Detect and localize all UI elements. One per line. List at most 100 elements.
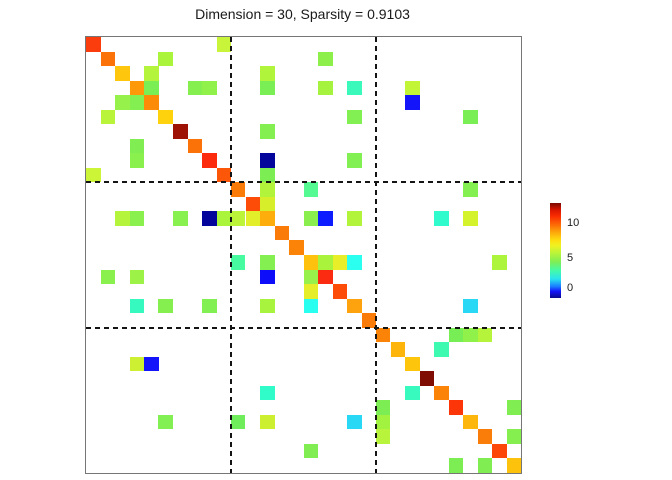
matrix-cell (158, 109, 173, 125)
matrix-cell (260, 255, 275, 270)
matrix-cell (448, 327, 463, 343)
matrix-cell (129, 153, 144, 168)
matrix-cell (347, 109, 362, 125)
matrix-cell (216, 211, 231, 226)
matrix-cell (187, 138, 202, 154)
matrix-cell (129, 356, 144, 372)
matrix-cell (129, 211, 144, 226)
matrix-cell (347, 255, 362, 270)
matrix-cell (274, 225, 289, 241)
matrix-cell (318, 80, 333, 96)
matrix-cell (463, 211, 478, 226)
matrix-cell (332, 284, 347, 299)
matrix-cell (375, 429, 391, 444)
matrix-cell (260, 167, 275, 183)
block-divider-vertical-10 (229, 37, 232, 473)
matrix-cell (434, 211, 449, 226)
matrix-cell (318, 211, 333, 226)
matrix-cell (463, 109, 478, 125)
matrix-cell (405, 356, 420, 372)
matrix-cell (347, 211, 362, 226)
matrix-cell (144, 356, 159, 372)
matrix-cell (347, 298, 362, 314)
block-divider-vertical-20 (374, 37, 377, 473)
matrix-cell (375, 327, 391, 343)
matrix-cell (318, 269, 333, 285)
matrix-cell (202, 211, 217, 226)
matrix-cell (158, 298, 173, 314)
matrix-cell (506, 458, 521, 473)
matrix-cell (129, 269, 144, 285)
matrix-cell (129, 80, 144, 96)
matrix-cell (100, 269, 115, 285)
matrix-cell (477, 429, 492, 444)
matrix-cell (187, 80, 202, 96)
matrix-cell (332, 255, 347, 270)
colorbar-tick-label-0: 0 (567, 282, 574, 294)
matrix-cell (303, 211, 318, 226)
matrix-cell (216, 37, 231, 52)
matrix-cell (158, 414, 173, 430)
matrix-cell (173, 124, 188, 139)
colorbar-tick-label-10: 10 (567, 217, 580, 229)
matrix-cell (86, 37, 101, 52)
matrix-cell (463, 182, 478, 197)
matrix-cell (173, 211, 188, 226)
matrix-cell (158, 51, 173, 67)
matrix-cell (303, 269, 318, 285)
matrix-cell (260, 196, 275, 212)
matrix-cell (463, 298, 478, 314)
matrix-cell (405, 385, 420, 401)
matrix-cell (260, 298, 275, 314)
matrix-cell (202, 80, 217, 96)
matrix-cell (260, 80, 275, 96)
matrix-cell (100, 51, 115, 67)
matrix-cell (405, 95, 420, 110)
matrix-cell (202, 153, 217, 168)
matrix-cell (230, 182, 246, 197)
matrix-cell (375, 400, 391, 415)
matrix-cell (303, 443, 318, 459)
matrix-cell (375, 414, 391, 430)
matrix-cell (144, 80, 159, 96)
matrix-cell (260, 414, 275, 430)
matrix-cell (260, 211, 275, 226)
matrix-cell (245, 196, 260, 212)
matrix-cell (477, 458, 492, 473)
matrix-cell (492, 255, 507, 270)
matrix-plot (85, 36, 522, 474)
matrix-cell (361, 313, 376, 328)
matrix-cell (318, 51, 333, 67)
matrix-cell (405, 80, 420, 96)
matrix-cell (260, 385, 275, 401)
matrix-cell (463, 414, 478, 430)
matrix-cell (86, 167, 101, 183)
matrix-cell (144, 95, 159, 110)
matrix-cell (303, 298, 318, 314)
matrix-cell (347, 153, 362, 168)
figure-title: Dimension = 30, Sparsity = 0.9103 (195, 6, 410, 22)
matrix-cell (202, 298, 217, 314)
matrix-cell (390, 342, 405, 357)
block-divider-horizontal-20 (86, 326, 521, 329)
matrix-cell (260, 182, 275, 197)
matrix-cell (129, 298, 144, 314)
matrix-cell (115, 66, 130, 81)
matrix-cell (463, 327, 478, 343)
matrix-cell (506, 429, 521, 444)
matrix-cell (448, 400, 463, 415)
matrix-cell (100, 109, 115, 125)
block-divider-horizontal-10 (86, 181, 521, 184)
matrix-cell (144, 66, 159, 81)
matrix-cell (129, 95, 144, 110)
matrix-cell (347, 414, 362, 430)
matrix-cell (245, 211, 260, 226)
matrix-cell (289, 240, 304, 255)
matrix-cell (477, 327, 492, 343)
matrix-cell (303, 284, 318, 299)
colorbar (550, 203, 561, 298)
matrix-cell (303, 182, 318, 197)
colorbar-tick-label-5: 5 (567, 252, 574, 264)
matrix-cell (303, 255, 318, 270)
matrix-cell (419, 371, 434, 386)
